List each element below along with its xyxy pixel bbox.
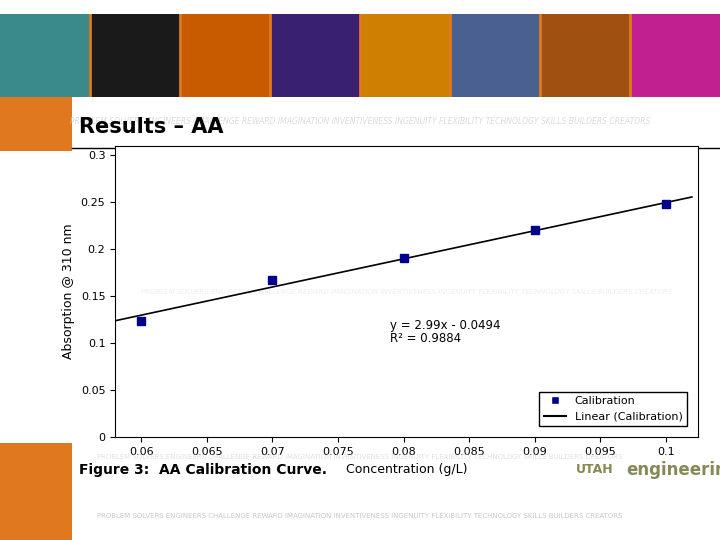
- Text: Figure 3:  AA Calibration Curve.: Figure 3: AA Calibration Curve.: [79, 463, 327, 476]
- Bar: [540, 14, 630, 97]
- Text: engineering: engineering: [626, 461, 720, 478]
- Y-axis label: Absorption @ 310 nm: Absorption @ 310 nm: [62, 224, 75, 360]
- Calibration: [137, 318, 145, 324]
- Bar: [0, 14, 90, 97]
- Text: PROBLEM SOLVERS ENGINEERS CHALLENGE REWARD IMAGINATION INVENTIVENESS INGENUITY F: PROBLEM SOLVERS ENGINEERS CHALLENGE REWA…: [70, 117, 650, 126]
- X-axis label: Concentration (g/L): Concentration (g/L): [346, 463, 467, 476]
- Text: PROBLEM SOLVERS ENGINEERS CHALLENGE REWARD IMAGINATION INVENTIVENESS INGENUITY F: PROBLEM SOLVERS ENGINEERS CHALLENGE REWA…: [97, 512, 623, 519]
- Line: Calibration: Calibration: [138, 200, 670, 325]
- Calibration: [530, 226, 539, 233]
- Legend: Calibration, Linear (Calibration): Calibration, Linear (Calibration): [539, 392, 687, 426]
- Calibration: [661, 201, 670, 207]
- Text: UTAH: UTAH: [576, 463, 613, 476]
- Bar: [450, 14, 540, 97]
- Text: Results – AA: Results – AA: [79, 117, 224, 137]
- Text: PROBLEM SOLVERS ENGINEERS CHALLENGE REWARD IMAGINATION INVENTIVENESS INGENUITY F: PROBLEM SOLVERS ENGINEERS CHALLENGE REWA…: [141, 288, 672, 295]
- Bar: [90, 14, 180, 97]
- Bar: [270, 14, 360, 97]
- Bar: [360, 14, 450, 97]
- Text: R² = 0.9884: R² = 0.9884: [390, 333, 462, 346]
- Calibration: [268, 277, 276, 284]
- Calibration: [399, 254, 408, 261]
- Bar: [630, 14, 720, 97]
- Text: PROBLEM SOLVERS ENGINEERS CHALLENGE REWARD IMAGINATION INVENTIVENESS INGENUITY F: PROBLEM SOLVERS ENGINEERS CHALLENGE REWA…: [97, 454, 623, 461]
- Bar: [0, 443, 72, 491]
- Bar: [0, 97, 72, 151]
- Bar: [0, 491, 72, 540]
- Bar: [180, 14, 270, 97]
- Text: y = 2.99x - 0.0494: y = 2.99x - 0.0494: [390, 319, 501, 332]
